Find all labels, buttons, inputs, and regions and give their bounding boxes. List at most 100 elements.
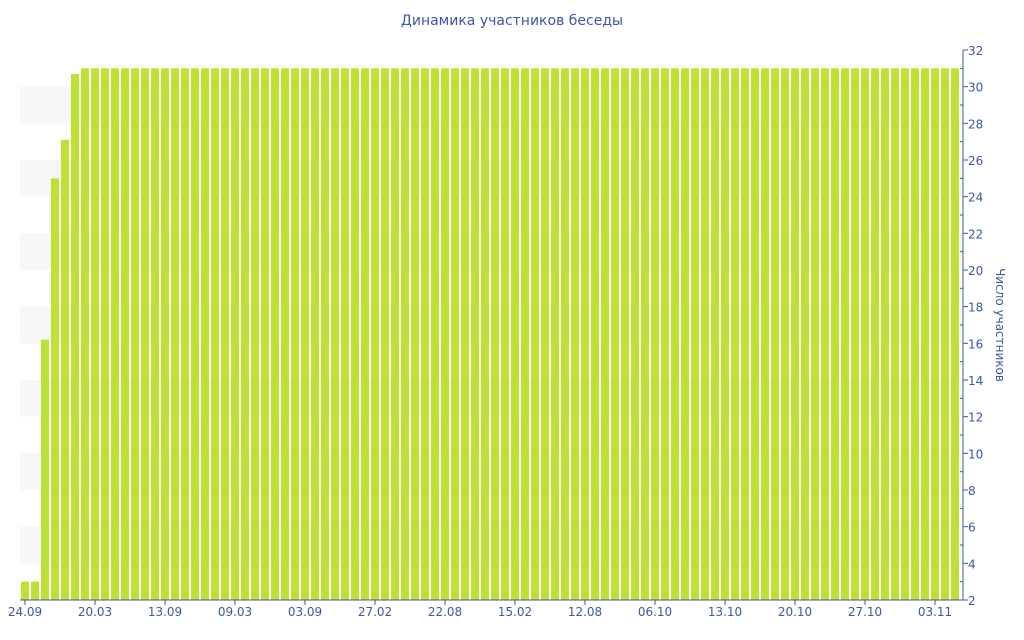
bar: [271, 68, 279, 601]
bar: [491, 68, 499, 601]
y-tick-label: 20: [968, 264, 983, 278]
y-tick-label: 10: [968, 447, 983, 461]
bar: [21, 581, 29, 600]
bar: [791, 68, 799, 601]
bar: [661, 68, 669, 601]
bar: [611, 68, 619, 601]
bar: [711, 68, 719, 601]
bar: [891, 68, 899, 601]
bar: [861, 68, 869, 601]
x-tick-label: 12.08: [568, 605, 602, 619]
bar: [331, 68, 339, 601]
bar: [371, 68, 379, 601]
x-tick-label: 09.03: [218, 605, 252, 619]
bar: [61, 139, 69, 601]
bar: [521, 68, 529, 601]
bar: [461, 68, 469, 601]
bar: [81, 68, 89, 601]
x-tick-label: 24.09: [8, 605, 42, 619]
bar: [881, 68, 889, 601]
bar: [411, 68, 419, 601]
bar: [131, 68, 139, 601]
bar: [181, 68, 189, 601]
bar: [501, 68, 509, 601]
bar: [811, 68, 819, 601]
bar: [651, 68, 659, 601]
x-tick-label: 27.02: [358, 605, 392, 619]
bar: [701, 68, 709, 601]
bar: [541, 68, 549, 601]
bar: [841, 68, 849, 601]
bar: [201, 68, 209, 601]
bar: [941, 68, 949, 601]
bar: [761, 68, 769, 601]
bar: [871, 68, 879, 601]
bar: [351, 68, 359, 601]
bar: [191, 68, 199, 601]
bar: [391, 68, 399, 601]
bars: [21, 68, 959, 601]
bar: [121, 68, 129, 601]
bar: [561, 68, 569, 601]
y-tick-label: 32: [968, 44, 983, 58]
bar: [741, 68, 749, 601]
bar: [511, 68, 519, 601]
bar: [421, 68, 429, 601]
bar: [141, 68, 149, 601]
bar: [321, 68, 329, 601]
bar: [41, 339, 49, 600]
bar: [831, 68, 839, 601]
x-tick-label: 15.02: [498, 605, 532, 619]
bar: [471, 68, 479, 601]
y-tick-label: 6: [968, 521, 976, 535]
y-tick-label: 2: [968, 594, 976, 608]
bar: [151, 68, 159, 601]
bar: [551, 68, 559, 601]
bar: [221, 68, 229, 601]
bar: [621, 68, 629, 601]
bar: [781, 68, 789, 601]
bar: [231, 68, 239, 601]
bar: [111, 68, 119, 601]
x-tick-label: 13.10: [708, 605, 742, 619]
bar: [531, 68, 539, 601]
bar: [681, 68, 689, 601]
bar: [401, 68, 409, 601]
x-tick-label: 20.10: [778, 605, 812, 619]
bar: [51, 178, 59, 601]
x-tick-label: 22.08: [428, 605, 462, 619]
bar: [951, 68, 959, 601]
x-tick-label: 06.10: [638, 605, 672, 619]
y-tick-label: 18: [968, 301, 983, 315]
bar: [801, 68, 809, 601]
bar: [241, 68, 249, 601]
bar: [721, 68, 729, 601]
y-tick-label: 22: [968, 227, 983, 241]
bar: [731, 68, 739, 601]
y-tick-label: 26: [968, 154, 983, 168]
bar: [311, 68, 319, 601]
y-axis-title: Число участников: [993, 268, 1007, 382]
bar: [821, 68, 829, 601]
bar: [751, 68, 759, 601]
x-tick-label: 20.03: [78, 605, 112, 619]
x-tick-label: 03.11: [918, 605, 952, 619]
bar: [171, 68, 179, 601]
y-tick-label: 16: [968, 337, 983, 351]
bar: [381, 68, 389, 601]
bar: [361, 68, 369, 601]
bar: [301, 68, 309, 601]
bar: [441, 68, 449, 601]
y-tick-label: 12: [968, 411, 983, 425]
bar: [921, 68, 929, 601]
y-tick-label: 4: [968, 557, 976, 571]
y-tick-label: 24: [968, 191, 983, 205]
bar: [641, 68, 649, 601]
bar: [851, 68, 859, 601]
bar: [31, 581, 39, 600]
y-tick-label: 8: [968, 484, 976, 498]
bar: [161, 68, 169, 601]
bar: [911, 68, 919, 601]
bar: [261, 68, 269, 601]
bar: [691, 68, 699, 601]
